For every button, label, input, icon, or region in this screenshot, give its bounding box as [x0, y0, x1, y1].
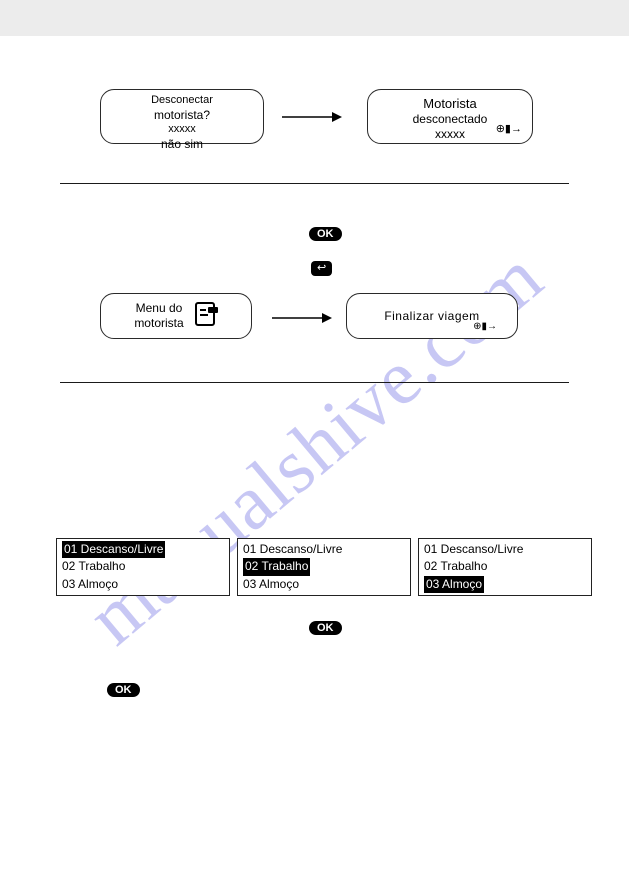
card-eject-icon-2: ⊕▮→ — [473, 321, 497, 334]
screen-end-trip: Finalizar viagem ⊕▮→ — [346, 293, 518, 339]
lcd-panel-2: 01 Descanso/Livre02 Trabalho03 Almoço — [237, 538, 411, 596]
screen-driver-menu: Menu do motorista — [100, 293, 252, 339]
s3-line2: motorista — [134, 316, 183, 331]
lcd-panel-1: 01 Descanso/Livre02 Trabalho03 Almoço — [56, 538, 230, 596]
arrow-1 — [280, 108, 342, 126]
lcd-3-item-1[interactable]: 01 Descanso/Livre — [422, 541, 588, 558]
divider-1 — [60, 183, 569, 184]
divider-2 — [60, 382, 569, 383]
s2-line1: Motorista — [374, 96, 526, 112]
s1-line3: xxxxx — [107, 123, 257, 137]
s1-option-yes[interactable]: sim — [184, 137, 203, 151]
lcd-2-item-3[interactable]: 03 Almoço — [241, 576, 407, 593]
ok-button-1[interactable]: OK — [309, 227, 342, 241]
screen-disconnect-prompt: Desconectar motorista? xxxxx não sim — [100, 89, 264, 144]
lcd-2-item-2[interactable]: 02 Trabalho — [241, 558, 407, 575]
lcd-3-item-2[interactable]: 02 Trabalho — [422, 558, 588, 575]
screen-disconnected: Motorista desconectado xxxxx ⊕▮→ — [367, 89, 533, 144]
s1-line2: motorista? — [107, 108, 257, 123]
top-bar — [0, 0, 629, 36]
lcd-1-item-3[interactable]: 03 Almoço — [60, 576, 226, 593]
s2-line3: xxxxx — [435, 127, 465, 141]
lcd-panel-3: 01 Descanso/Livre02 Trabalho03 Almoço — [418, 538, 592, 596]
lcd-3-item-3[interactable]: 03 Almoço — [422, 576, 588, 593]
ok-button-2[interactable]: OK — [309, 621, 342, 635]
s4-line1: Finalizar viagem — [384, 309, 479, 324]
s1-line1: Desconectar — [107, 94, 257, 108]
lcd-1-item-2[interactable]: 02 Trabalho — [60, 558, 226, 575]
lcd-1-item-1[interactable]: 01 Descanso/Livre — [60, 541, 226, 558]
s3-line1: Menu do — [134, 301, 183, 316]
menu-card-icon — [194, 301, 218, 331]
back-button[interactable]: ↩ — [311, 261, 332, 276]
s1-option-no[interactable]: não — [161, 137, 181, 151]
ok-button-3[interactable]: OK — [107, 683, 140, 697]
card-eject-icon: ⊕▮→ — [496, 123, 522, 137]
lcd-2-item-1[interactable]: 01 Descanso/Livre — [241, 541, 407, 558]
arrow-2 — [270, 309, 332, 327]
